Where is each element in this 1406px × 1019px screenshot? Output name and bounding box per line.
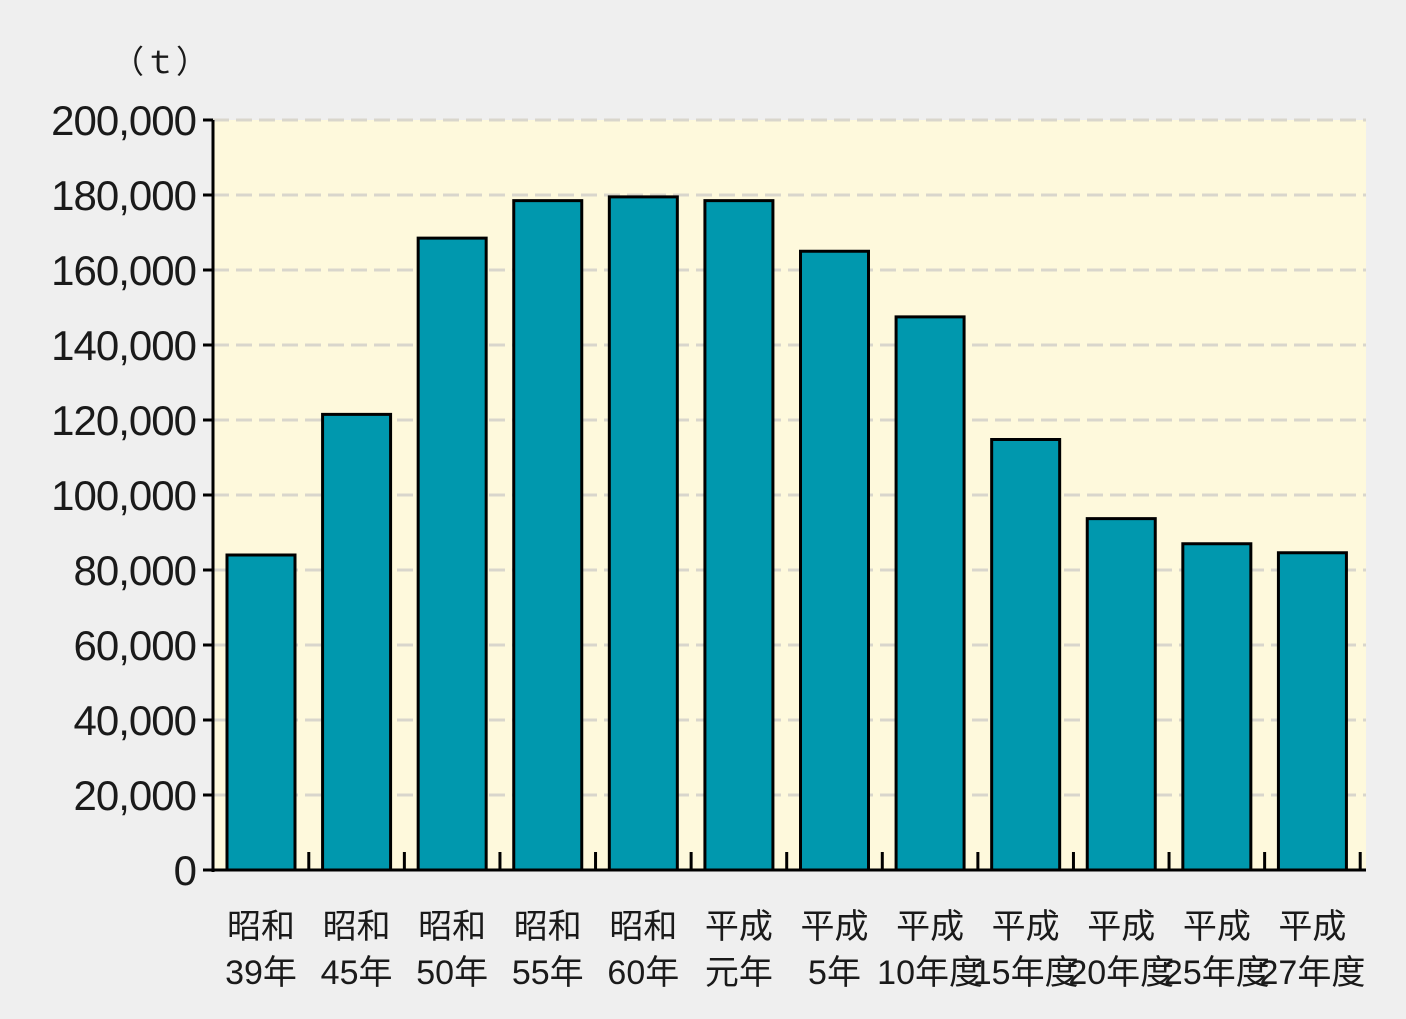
bar — [512, 199, 584, 872]
axes — [203, 118, 1366, 872]
x-tick-label-year: 5年 — [808, 954, 861, 992]
x-tick-label-year: 39年 — [225, 954, 297, 992]
x-tick-label-era: 平成 — [992, 908, 1060, 946]
y-tick-label: 80,000 — [74, 547, 196, 594]
x-tick-label-era: 平成 — [801, 908, 869, 946]
x-tick-label-era: 昭和 — [323, 908, 391, 946]
y-tick-label: 40,000 — [74, 697, 196, 744]
x-axis-tick-labels: 昭和39年昭和45年昭和50年昭和55年昭和60年平成元年平成5年平成10年度平… — [225, 908, 1365, 992]
bar — [799, 249, 870, 872]
y-tick-label: 120,000 — [51, 397, 196, 444]
x-tick-label-era: 平成 — [1183, 908, 1251, 946]
bar — [225, 553, 297, 872]
x-tick-label-era: 平成 — [1278, 908, 1346, 946]
x-tick-label-era: 昭和 — [418, 908, 486, 946]
bar — [1181, 542, 1253, 872]
x-tick-label-year: 45年 — [321, 954, 393, 992]
x-tick-label-year: 10年度 — [877, 954, 983, 992]
y-tick-label: 100,000 — [51, 472, 196, 519]
x-tick-label-year: 元年 — [705, 954, 773, 992]
bar — [1276, 551, 1348, 872]
x-tick-label-year: 55年 — [512, 954, 584, 992]
y-axis-tick-labels: 0 20,000 40,000 60,000 80,000 100,000 120,000 1… — [51, 97, 197, 894]
bar — [703, 199, 775, 872]
x-tick-label-year: 20年度 — [1068, 954, 1174, 992]
y-tick-label: 180,000 — [51, 172, 196, 219]
bar — [894, 315, 966, 872]
x-tick-label-era: 平成 — [705, 908, 773, 946]
bar — [416, 236, 488, 872]
x-tick-label-era: 昭和 — [227, 908, 295, 946]
x-tick-label-era: 昭和 — [609, 908, 677, 946]
bar — [321, 412, 393, 872]
bar — [607, 195, 679, 872]
bar-series — [225, 195, 1348, 872]
x-tick-label-year: 27年度 — [1260, 954, 1366, 992]
x-tick-label-era: 平成 — [1087, 908, 1155, 946]
bar — [1085, 517, 1157, 872]
x-tick-label-year: 25年度 — [1164, 954, 1270, 992]
y-tick-label: 20,000 — [74, 772, 196, 819]
y-tick-label: 200,000 — [51, 97, 196, 144]
x-tick-label-year: 15年度 — [973, 954, 1079, 992]
x-tick-label-year: 50年 — [416, 954, 488, 992]
y-tick-label: 0 — [174, 847, 196, 894]
y-axis-unit-label: （ｔ） — [112, 44, 208, 80]
y-tick-label: 160,000 — [51, 247, 196, 294]
x-tick-label-year: 60年 — [607, 954, 679, 992]
x-tick-label-era: 平成 — [896, 908, 964, 946]
x-tick-label-era: 昭和 — [514, 908, 582, 946]
y-tick-label: 140,000 — [51, 322, 196, 369]
gridlines — [213, 118, 1366, 797]
bar — [990, 438, 1062, 872]
y-tick-label: 60,000 — [74, 622, 196, 669]
